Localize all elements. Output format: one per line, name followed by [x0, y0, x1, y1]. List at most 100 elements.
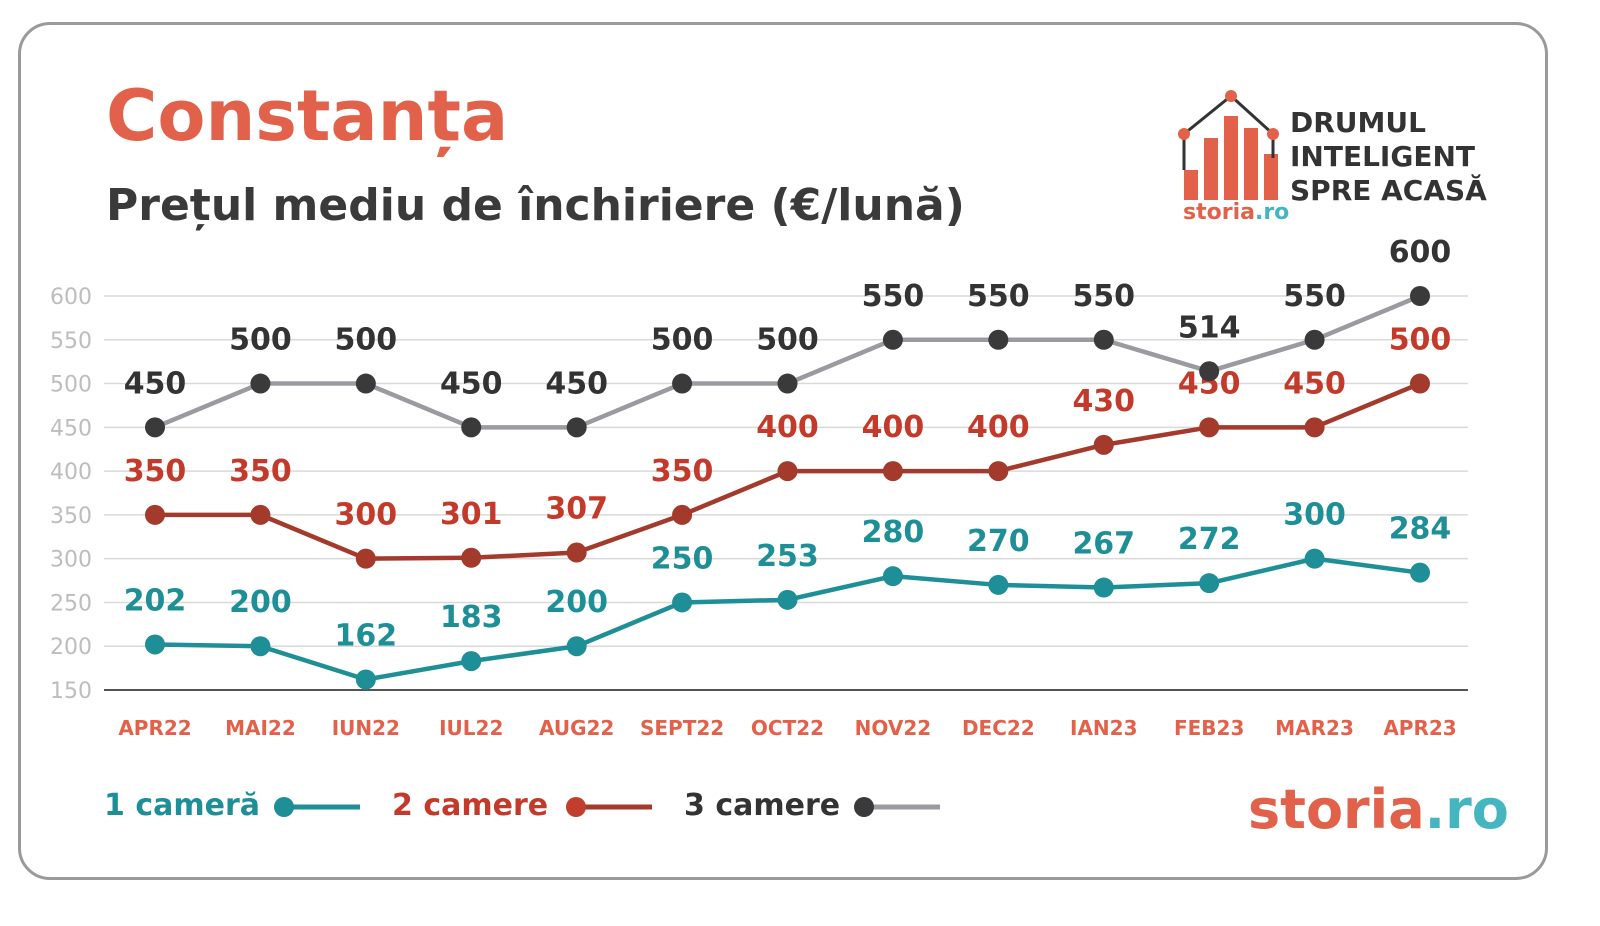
small-brand-tld: .ro: [1254, 200, 1290, 225]
x-tick-label: IUL22: [439, 716, 503, 740]
data-point: [1410, 286, 1430, 306]
data-label: 600: [1389, 235, 1452, 270]
y-tick-label: 300: [50, 548, 92, 573]
data-label: 550: [967, 279, 1030, 314]
data-point: [882, 461, 903, 482]
y-tick-label: 400: [50, 460, 92, 485]
data-label: 300: [1283, 498, 1346, 533]
data-label: 162: [335, 618, 398, 653]
data-label: 350: [651, 454, 714, 489]
data-point: [988, 461, 1009, 482]
data-point: [1093, 329, 1114, 350]
data-label: 267: [1072, 527, 1135, 562]
y-tick-label: 150: [50, 679, 92, 704]
x-tick-label: MAR23: [1275, 716, 1354, 740]
data-label: 350: [124, 454, 187, 489]
data-label: 500: [756, 323, 819, 358]
data-label: 350: [229, 454, 292, 489]
data-point: [461, 417, 482, 438]
data-label: 301: [440, 497, 503, 532]
data-point: [988, 574, 1009, 595]
x-tick-label: MAI22: [225, 716, 296, 740]
x-tick-label: SEPT22: [640, 716, 724, 740]
logo-tagline-line: SPRE ACASĂ: [1290, 174, 1487, 207]
small-brand-logo: storia.ro: [1183, 200, 1289, 225]
small-brand-main: storia: [1183, 200, 1255, 225]
data-point: [777, 373, 798, 394]
data-point: [566, 636, 587, 657]
data-point: [1304, 329, 1325, 350]
data-point: [355, 669, 376, 690]
chart-card: [18, 22, 1548, 880]
data-point: [1093, 434, 1114, 455]
data-point: [461, 651, 482, 672]
data-point: [250, 636, 271, 657]
y-tick-label: 450: [50, 416, 92, 441]
logo-tagline: DRUMUL INTELIGENT SPRE ACASĂ: [1290, 106, 1487, 208]
x-tick-label: APR22: [118, 716, 191, 740]
data-point: [145, 504, 165, 525]
x-tick-label: IUN22: [332, 716, 400, 740]
legend-line-marker-icon: [566, 797, 652, 817]
legend-label: 1 cameră: [104, 788, 260, 823]
data-point: [1093, 577, 1114, 598]
data-label: 250: [651, 541, 714, 576]
data-point: [777, 589, 798, 610]
logo-tagline-line: INTELIGENT: [1290, 140, 1475, 173]
data-point: [1199, 573, 1220, 594]
data-label: 400: [967, 410, 1030, 445]
data-point: [250, 373, 271, 394]
data-point: [1304, 417, 1325, 438]
y-tick-label: 350: [50, 504, 92, 529]
data-label: 550: [862, 279, 925, 314]
page-title: Constanța: [106, 75, 509, 157]
legend-line-marker-icon: [274, 797, 360, 817]
data-point: [672, 504, 693, 525]
legend-label: 3 camere: [684, 788, 841, 823]
data-label: 272: [1178, 522, 1241, 557]
data-label: 450: [440, 366, 503, 401]
x-tick-label: AUG22: [539, 716, 614, 740]
data-point: [777, 461, 798, 482]
legend-item-1-camera: 1 cameră: [104, 784, 360, 828]
data-label: 300: [335, 498, 398, 533]
data-label: 400: [862, 410, 925, 445]
data-point: [882, 329, 903, 350]
house-chart-logo-icon: [1178, 90, 1279, 200]
data-label: 500: [335, 323, 398, 358]
x-tick-label: DEC22: [962, 716, 1035, 740]
data-point: [988, 329, 1009, 350]
data-label: 253: [756, 539, 819, 574]
data-point: [882, 566, 903, 587]
data-label: 284: [1389, 512, 1452, 547]
data-point: [1199, 361, 1220, 382]
legend-item-2-camere: 2 camere: [392, 784, 652, 828]
data-label: 200: [545, 585, 608, 620]
data-label: 200: [229, 585, 292, 620]
data-label: 270: [967, 524, 1030, 559]
data-label: 550: [1283, 279, 1346, 314]
chart-subtitle: Prețul mediu de închiriere (€/lună): [106, 180, 965, 231]
data-label: 500: [651, 323, 714, 358]
data-point: [145, 417, 165, 438]
data-point: [566, 417, 587, 438]
data-point: [672, 373, 693, 394]
data-point: [355, 548, 376, 569]
data-label: 183: [440, 600, 503, 635]
data-point: [1199, 417, 1220, 438]
legend-item-3-camere: 3 camere: [684, 784, 940, 828]
big-brand-logo: storia.ro: [1248, 778, 1509, 841]
data-point: [355, 373, 376, 394]
data-point: [566, 542, 587, 563]
y-tick-label: 200: [50, 635, 92, 660]
data-label: 450: [545, 366, 608, 401]
data-label: 450: [1283, 366, 1346, 401]
data-label: 550: [1072, 279, 1135, 314]
data-label: 514: [1178, 310, 1241, 345]
data-point: [1304, 548, 1325, 569]
data-label: 400: [756, 410, 819, 445]
data-point: [145, 634, 165, 655]
data-point: [1410, 562, 1430, 583]
data-label: 500: [229, 323, 292, 358]
big-brand-tld: .ro: [1424, 778, 1509, 841]
